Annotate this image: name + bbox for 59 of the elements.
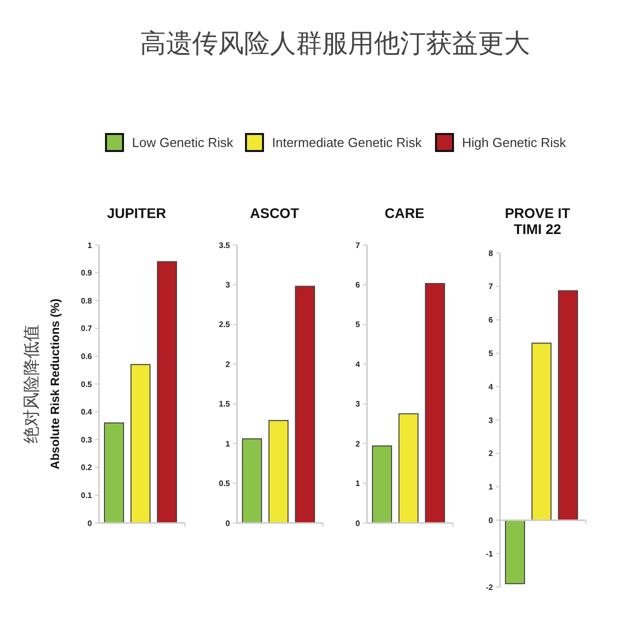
y-tick-label: 0.1 (80, 491, 93, 500)
y-tick-label: 3 (356, 400, 361, 409)
y-tick-label: -2 (486, 582, 494, 592)
chart-title: ASCOT (250, 205, 300, 221)
y-tick-label: 2 (226, 360, 231, 369)
y-tick-label: 5 (488, 349, 494, 358)
chart-title: CARE (384, 205, 424, 221)
y-tick-label: 7 (488, 282, 494, 292)
y-tick-label: 0 (88, 518, 93, 528)
bar (130, 364, 151, 524)
y-tick-label: 0.9 (80, 268, 93, 278)
y-tick-label: 4 (356, 360, 361, 369)
y-tick-label: 1.5 (218, 400, 231, 409)
bar (531, 342, 552, 521)
y-tick-label: 0.3 (80, 435, 93, 444)
y-tick-label: 0 (356, 518, 361, 528)
text: 高遗传风险人群服用他汀获益更大 (140, 28, 530, 58)
bar (558, 290, 578, 521)
bar (504, 520, 526, 584)
y-tick-label: 3 (226, 280, 231, 290)
y-tick-label: 3 (488, 416, 494, 425)
bar (398, 413, 419, 524)
y-tick-label: 1 (88, 240, 93, 250)
chart-title: JUPITER (106, 205, 166, 221)
y-tick-label: 1 (226, 439, 231, 448)
bar (104, 422, 124, 524)
y-tick-label: 0.8 (80, 296, 93, 306)
y-tick-label: 0.5 (80, 380, 93, 389)
bar (294, 286, 316, 524)
y-tick-label: 6 (488, 316, 494, 325)
y-tick-label: 1 (356, 479, 361, 488)
y-tick-label: 0 (226, 518, 231, 528)
bar (242, 438, 262, 524)
y-tick-label: 2.5 (218, 320, 231, 330)
y-tick-label: 2 (356, 439, 361, 448)
legend-label: High Genetic Risk (462, 135, 567, 150)
chart-title: PROVE IT TIMI 22 (504, 205, 571, 237)
y-tick-label: 0.5 (218, 479, 231, 488)
legend-label: Low Genetic Risk (132, 135, 234, 150)
y-tick-label: 0.7 (80, 324, 93, 334)
y-tick-label: 0.2 (80, 463, 93, 472)
y-axis-title: 绝对风险降低值 Absolute Risk Reductions (%) (22, 298, 62, 470)
legend-label: Intermediate Genetic Risk (272, 135, 422, 150)
y-tick-label: 3.5 (218, 240, 231, 250)
y-tick-label: 6 (356, 280, 361, 290)
y-tick-label: 4 (488, 382, 494, 392)
y-tick-label: 0 (488, 516, 494, 525)
y-tick-label: 8 (488, 248, 494, 258)
y-tick-label: 5 (356, 320, 361, 330)
bar (424, 283, 446, 524)
bar (372, 445, 392, 524)
y-tick-label: 0.4 (80, 408, 93, 417)
y-tick-label: 1 (488, 482, 494, 492)
y-tick-label: -1 (486, 549, 494, 558)
y-tick-label: 0.6 (80, 352, 93, 361)
y-tick-label: 2 (488, 449, 494, 458)
bar (156, 261, 178, 524)
bar (268, 420, 289, 524)
y-tick-label: 7 (356, 240, 361, 250)
